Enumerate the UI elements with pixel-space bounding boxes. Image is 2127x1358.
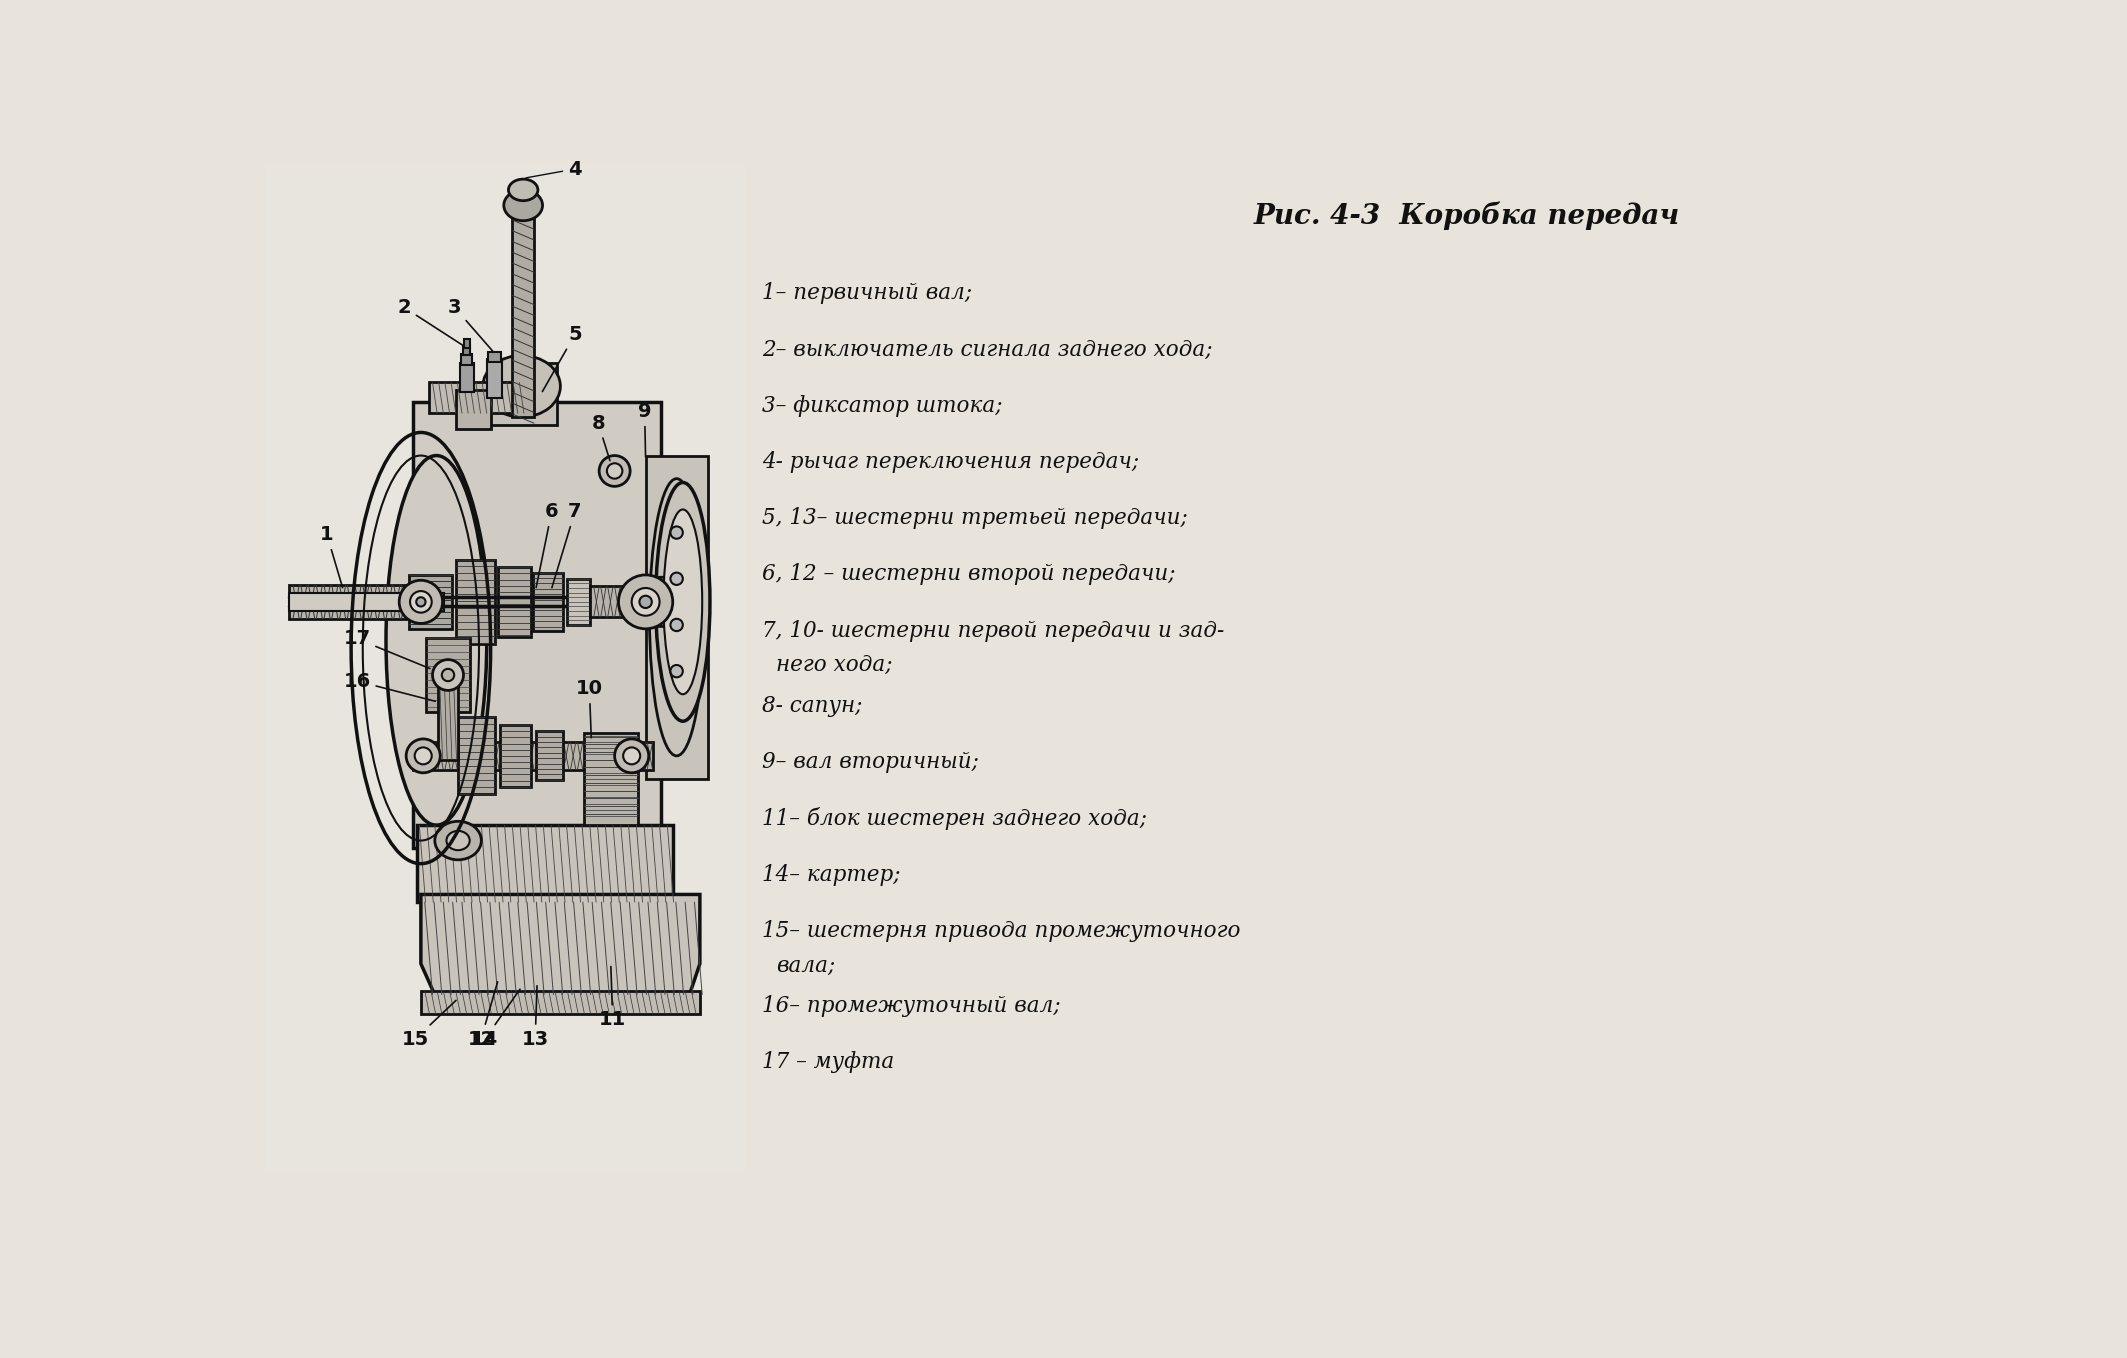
Circle shape — [606, 463, 623, 478]
Circle shape — [615, 739, 649, 773]
Circle shape — [670, 619, 683, 631]
Circle shape — [619, 574, 672, 629]
Text: 16– промежуточный вал;: 16– промежуточный вал; — [761, 995, 1061, 1017]
Circle shape — [400, 580, 442, 623]
Ellipse shape — [655, 482, 710, 721]
Text: 11: 11 — [600, 967, 625, 1029]
Text: 16: 16 — [342, 672, 436, 701]
Text: 15: 15 — [402, 1001, 455, 1048]
Bar — [487, 363, 557, 425]
Text: 6, 12 – шестерни второй передачи;: 6, 12 – шестерни второй передачи; — [761, 564, 1176, 585]
Bar — [425, 638, 470, 712]
Text: 1– первичный вал;: 1– первичный вал; — [761, 282, 972, 304]
Text: 2: 2 — [398, 299, 464, 346]
Bar — [536, 731, 564, 781]
Bar — [438, 675, 457, 759]
Bar — [266, 163, 747, 1172]
Circle shape — [432, 660, 464, 690]
Ellipse shape — [664, 509, 702, 694]
Ellipse shape — [434, 822, 481, 860]
Text: 3– фиксатор штока;: 3– фиксатор штока; — [761, 395, 1002, 417]
Text: 4: 4 — [525, 159, 583, 178]
Ellipse shape — [508, 179, 538, 201]
Circle shape — [411, 591, 432, 612]
Text: 5, 13– шестерни третьей передачи;: 5, 13– шестерни третьей передачи; — [761, 507, 1187, 530]
Circle shape — [415, 747, 432, 765]
Text: 5: 5 — [542, 325, 583, 391]
Bar — [566, 579, 589, 625]
Text: 8: 8 — [591, 414, 610, 460]
Bar — [417, 826, 672, 902]
Polygon shape — [421, 895, 700, 1010]
Text: 7: 7 — [551, 502, 581, 588]
Text: 11– блок шестерен заднего хода;: 11– блок шестерен заднего хода; — [761, 807, 1146, 830]
Ellipse shape — [483, 356, 559, 417]
Text: 10: 10 — [576, 679, 602, 737]
Bar — [464, 346, 470, 356]
Circle shape — [442, 669, 455, 682]
Text: 6: 6 — [536, 502, 559, 588]
Bar — [457, 717, 496, 794]
Text: 9– вал вторичный;: 9– вал вторичный; — [761, 751, 978, 773]
Circle shape — [600, 455, 630, 486]
Bar — [464, 338, 470, 348]
Text: вала;: вала; — [776, 955, 836, 976]
Text: 3: 3 — [449, 299, 493, 352]
Circle shape — [406, 739, 440, 773]
Circle shape — [670, 665, 683, 678]
Text: 14– картер;: 14– картер; — [761, 864, 900, 885]
Text: него хода;: него хода; — [776, 655, 893, 676]
Text: 13: 13 — [521, 986, 549, 1048]
Circle shape — [632, 588, 659, 615]
Text: 8- сапун;: 8- сапун; — [761, 695, 861, 717]
Bar — [413, 402, 661, 849]
Text: 1: 1 — [321, 526, 342, 588]
Bar — [583, 733, 638, 826]
Bar — [500, 725, 532, 786]
Bar — [455, 390, 491, 429]
Bar — [534, 573, 564, 631]
Circle shape — [417, 598, 425, 607]
Text: Рис. 4-3  Коробка передач: Рис. 4-3 Коробка передач — [1255, 201, 1680, 230]
Text: 17 – муфта: 17 – муфта — [761, 1051, 893, 1073]
Text: 12: 12 — [468, 982, 498, 1048]
Bar — [421, 991, 700, 1014]
Bar — [289, 592, 445, 611]
Bar — [647, 455, 708, 779]
Ellipse shape — [447, 831, 470, 850]
Text: 4- рычаг переключения передач;: 4- рычаг переключения передач; — [761, 451, 1138, 473]
Bar — [413, 741, 653, 770]
Circle shape — [670, 573, 683, 585]
Text: 9: 9 — [638, 402, 651, 456]
Circle shape — [640, 596, 651, 608]
Bar — [498, 568, 532, 637]
Text: 14: 14 — [472, 989, 519, 1048]
Bar — [289, 585, 445, 619]
Bar — [589, 587, 659, 618]
Bar — [487, 360, 502, 398]
Bar — [489, 352, 500, 363]
Text: 17: 17 — [342, 629, 430, 668]
Ellipse shape — [649, 478, 704, 756]
Circle shape — [623, 747, 640, 765]
Bar — [455, 559, 493, 644]
Bar — [408, 574, 451, 629]
Ellipse shape — [504, 190, 542, 221]
Text: 15– шестерня привода промежуточного: 15– шестерня привода промежуточного — [761, 919, 1240, 941]
Bar — [459, 363, 474, 392]
Text: 2– выключатель сигнала заднего хода;: 2– выключатель сигнала заднего хода; — [761, 338, 1212, 360]
Circle shape — [670, 527, 683, 539]
Bar — [462, 354, 472, 365]
Bar — [430, 383, 530, 413]
Bar — [513, 209, 534, 417]
Ellipse shape — [385, 455, 487, 826]
Text: 7, 10- шестерни первой передачи и зад-: 7, 10- шестерни первой передачи и зад- — [761, 619, 1225, 641]
Circle shape — [636, 577, 685, 626]
